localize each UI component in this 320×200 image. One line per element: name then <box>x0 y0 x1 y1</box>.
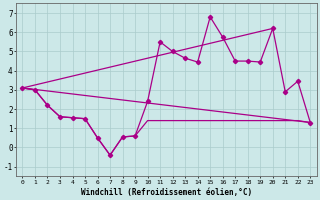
X-axis label: Windchill (Refroidissement éolien,°C): Windchill (Refroidissement éolien,°C) <box>81 188 252 197</box>
